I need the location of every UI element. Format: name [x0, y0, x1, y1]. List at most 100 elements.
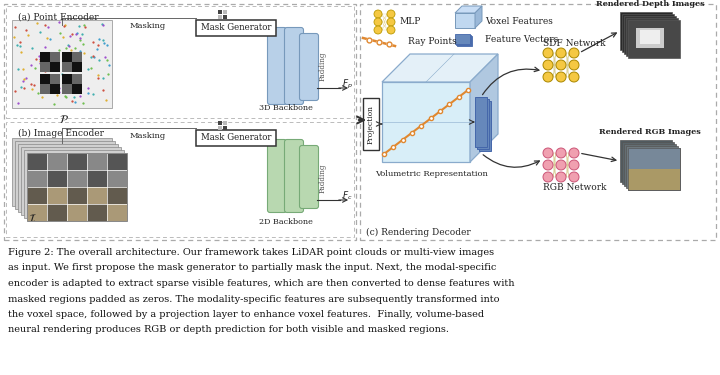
Bar [457, 36, 472, 46]
Bar [223, 10, 227, 14]
Circle shape [569, 72, 579, 82]
Bar [50, 74, 60, 84]
Bar [24, 150, 124, 218]
Circle shape [387, 18, 395, 26]
Circle shape [543, 160, 553, 170]
Bar [27, 187, 47, 204]
Bar [50, 62, 60, 72]
Polygon shape [455, 6, 482, 13]
Bar [479, 101, 491, 151]
Text: MLP: MLP [400, 18, 421, 27]
Circle shape [374, 10, 382, 18]
Bar [620, 12, 672, 50]
Bar [27, 187, 127, 221]
Bar [27, 153, 127, 221]
Bar [40, 84, 50, 94]
Text: $F_c$: $F_c$ [342, 190, 353, 202]
Bar [624, 144, 676, 186]
Bar [27, 153, 127, 187]
Bar [477, 99, 489, 149]
Bar [382, 82, 470, 162]
FancyBboxPatch shape [300, 146, 318, 208]
Bar [196, 130, 276, 146]
Bar [87, 170, 107, 187]
Bar [624, 16, 676, 54]
Circle shape [556, 60, 566, 70]
Circle shape [569, 160, 579, 170]
Bar [72, 74, 82, 84]
FancyBboxPatch shape [268, 140, 287, 213]
Circle shape [387, 26, 395, 34]
Bar [223, 121, 227, 125]
Bar [107, 153, 127, 170]
Text: Figure 2: The overall architecture. Our framework takes LiDAR point clouds or mu: Figure 2: The overall architecture. Our … [8, 248, 494, 257]
FancyBboxPatch shape [284, 140, 304, 213]
Bar [50, 84, 60, 94]
Bar [636, 28, 664, 48]
Bar [62, 74, 72, 84]
Bar [27, 153, 127, 221]
Bar [40, 62, 50, 72]
Bar [456, 35, 471, 45]
Text: as input. We first propose the mask generator to partially mask the input. Next,: as input. We first propose the mask gene… [8, 264, 496, 273]
Bar [107, 187, 127, 204]
Bar [628, 169, 680, 190]
Bar [628, 148, 680, 190]
Bar [87, 204, 107, 221]
Circle shape [543, 60, 553, 70]
Text: neural rendering produces RGB or depth prediction for both visible and masked re: neural rendering produces RGB or depth p… [8, 326, 449, 334]
Text: 2D Backbone: 2D Backbone [259, 218, 313, 226]
FancyArrowPatch shape [482, 67, 539, 94]
Bar [47, 170, 67, 187]
Circle shape [543, 172, 553, 182]
Circle shape [569, 148, 579, 158]
FancyBboxPatch shape [300, 33, 318, 101]
Bar [218, 121, 222, 125]
Bar [223, 126, 227, 130]
Bar [21, 147, 121, 215]
Bar [628, 148, 680, 169]
Bar [72, 84, 82, 94]
Bar [67, 187, 87, 204]
Text: Padding: Padding [319, 163, 327, 193]
Polygon shape [382, 54, 498, 82]
Text: Padding: Padding [319, 51, 327, 81]
Text: (b) Image Encoder: (b) Image Encoder [18, 129, 104, 138]
Bar [18, 144, 118, 212]
Bar [50, 52, 60, 62]
Bar [15, 141, 115, 209]
Text: Volumetric Representation: Volumetric Representation [376, 170, 488, 178]
Bar [62, 52, 72, 62]
Bar [223, 15, 227, 19]
Text: 3D Backbone: 3D Backbone [259, 104, 313, 112]
Circle shape [569, 172, 579, 182]
Circle shape [543, 148, 553, 158]
Text: (c) Rendering Decoder: (c) Rendering Decoder [366, 227, 471, 237]
Text: Feature Vectors: Feature Vectors [485, 36, 558, 45]
Text: Projection: Projection [367, 105, 375, 144]
Text: encoder is adapted to extract sparse visible features, which are then converted : encoder is adapted to extract sparse vis… [8, 279, 515, 288]
Circle shape [556, 172, 566, 182]
Circle shape [556, 160, 566, 170]
Bar [640, 30, 660, 44]
Text: Masking: Masking [130, 22, 166, 30]
Text: Ray Points: Ray Points [408, 38, 456, 46]
Bar [363, 98, 379, 150]
FancyArrowPatch shape [483, 155, 539, 167]
Bar [626, 18, 678, 56]
Bar [12, 20, 112, 108]
FancyBboxPatch shape [268, 27, 287, 105]
Text: (a) Point Encoder: (a) Point Encoder [18, 13, 99, 22]
Bar [12, 138, 112, 206]
Bar [626, 146, 678, 188]
Bar [40, 52, 60, 72]
Bar [40, 74, 60, 94]
Circle shape [556, 148, 566, 158]
Bar [62, 62, 72, 72]
Bar [628, 148, 680, 190]
Bar [455, 13, 475, 28]
Bar [196, 20, 276, 36]
Bar [62, 74, 82, 94]
Bar [6, 6, 354, 118]
Bar [218, 126, 222, 130]
